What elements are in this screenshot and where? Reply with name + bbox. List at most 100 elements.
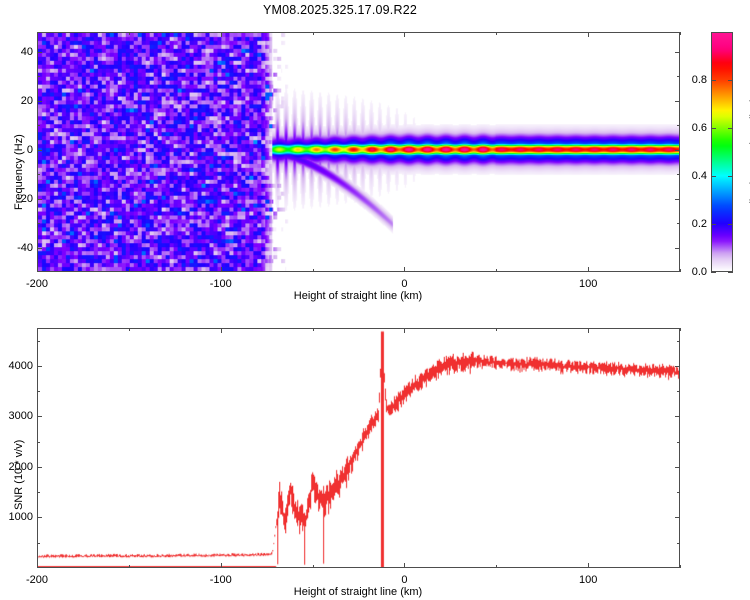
colorbar-tick-label: 0.2 (691, 218, 707, 230)
axis-tick (37, 365, 42, 367)
colorbar (711, 32, 733, 272)
axis-tick (312, 565, 314, 568)
axis-tick (680, 32, 681, 35)
axis-tick (496, 269, 498, 272)
axis-tick (675, 517, 680, 519)
axis-tick (675, 198, 680, 200)
snr-x-tick-label: 0 (401, 574, 408, 586)
snr-y-tick-label: 4000 (8, 359, 33, 372)
spectrogram-y-tick-label: 20 (20, 94, 33, 107)
axis-tick (312, 328, 314, 331)
axis-tick (220, 267, 222, 272)
axis-tick (37, 441, 40, 443)
axis-tick (220, 32, 222, 37)
axis-tick (37, 563, 38, 568)
axis-tick (677, 492, 680, 494)
spectrogram-x-tick-label: -100 (209, 278, 232, 290)
axis-tick (37, 51, 42, 53)
axis-tick (312, 32, 314, 35)
spectrogram-panel (37, 32, 680, 272)
axis-tick (711, 224, 716, 225)
axis-tick (37, 223, 40, 225)
snr-y-axis-title: SNR (10 * v/v) (13, 439, 25, 510)
axis-tick (128, 32, 130, 35)
axis-tick (711, 176, 716, 177)
axis-tick (37, 517, 42, 519)
axis-tick (677, 340, 680, 342)
axis-tick (37, 247, 42, 249)
snr-x-tick-label: 100 (578, 574, 598, 586)
axis-tick (680, 565, 681, 568)
colorbar-tick-label: 0.0 (691, 266, 707, 278)
spectrogram-y-tick-label: -40 (17, 241, 33, 254)
axis-tick (711, 128, 716, 129)
axis-tick (728, 176, 733, 177)
axis-tick (677, 223, 680, 225)
figure-title: YM08.2025.325.17.09.R22 (262, 3, 418, 17)
axis-tick (677, 76, 680, 78)
axis-tick (37, 416, 42, 418)
spectrogram-y-tick-label: 0 (26, 143, 33, 156)
axis-tick (680, 328, 681, 331)
axis-tick (37, 76, 40, 78)
axis-tick (677, 542, 680, 544)
axis-tick (37, 391, 40, 393)
snr-x-tick-label: -200 (25, 574, 49, 586)
axis-tick (37, 149, 42, 151)
spectrogram-image (38, 33, 679, 271)
snr-y-tick-label: 1000 (8, 511, 33, 524)
spectrogram-y-axis-title: Frequency (Hz) (13, 134, 25, 210)
axis-tick (728, 272, 733, 273)
axis-tick (711, 80, 716, 81)
axis-tick (728, 224, 733, 225)
axis-tick (128, 269, 130, 272)
axis-tick (496, 565, 498, 568)
spectrogram-y-tick-label: 40 (20, 45, 33, 58)
axis-tick (588, 32, 590, 37)
axis-tick (37, 125, 40, 127)
axis-tick (37, 492, 40, 494)
axis-tick (675, 51, 680, 53)
spectrogram-x-tick-label: 0 (401, 278, 408, 290)
axis-tick (312, 269, 314, 272)
axis-tick (588, 563, 590, 568)
axis-tick (677, 391, 680, 393)
axis-tick (675, 365, 680, 367)
snr-y-tick-label: 2000 (8, 460, 33, 473)
axis-tick (677, 441, 680, 443)
axis-tick (728, 80, 733, 81)
axis-tick (728, 128, 733, 129)
spectrogram-x-axis-title: Height of straight line (km) (293, 290, 423, 302)
axis-tick (37, 100, 42, 102)
axis-tick (37, 198, 42, 200)
axis-tick (404, 32, 406, 37)
axis-tick (675, 247, 680, 249)
snr-x-axis-title: Height of straight line (km) (293, 586, 423, 598)
axis-tick (404, 328, 406, 333)
colorbar-tick-label: 0.6 (691, 122, 707, 134)
axis-tick (37, 328, 38, 333)
axis-tick (128, 565, 130, 568)
axis-tick (711, 272, 716, 273)
axis-tick (675, 416, 680, 418)
spectrogram-x-tick-label: 100 (578, 278, 598, 290)
snr-trace (38, 329, 679, 567)
colorbar-tick-label: 0.4 (691, 170, 707, 182)
spectrogram-y-tick-label: -20 (17, 192, 33, 205)
snr-y-tick-label: 3000 (8, 410, 33, 423)
axis-tick (675, 466, 680, 468)
spectrogram-x-tick-label: -200 (25, 278, 49, 290)
axis-tick (677, 174, 680, 176)
axis-tick (677, 125, 680, 127)
axis-tick (37, 542, 40, 544)
axis-tick (680, 269, 681, 272)
axis-tick (37, 340, 40, 342)
axis-tick (496, 328, 498, 331)
axis-tick (37, 267, 38, 272)
axis-tick (220, 563, 222, 568)
axis-tick (588, 267, 590, 272)
axis-tick (220, 328, 222, 333)
axis-tick (37, 32, 38, 37)
axis-tick (404, 563, 406, 568)
